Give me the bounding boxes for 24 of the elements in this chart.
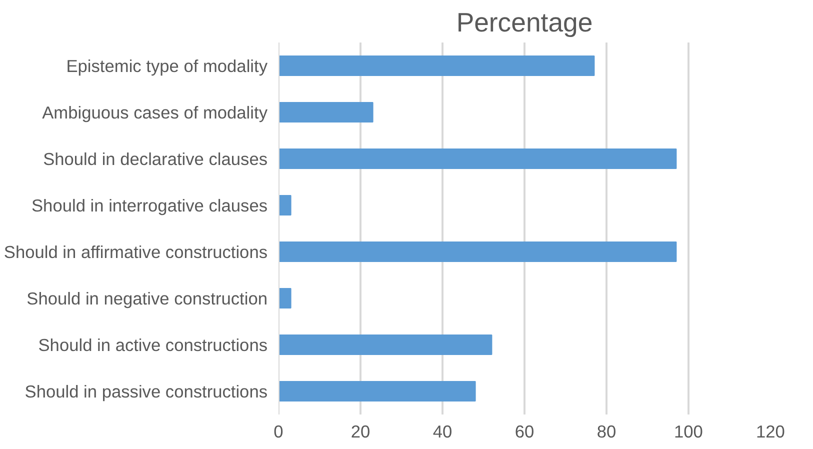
bar: [278, 55, 595, 76]
chart-title: Percentage: [456, 8, 593, 38]
bar: [278, 380, 476, 402]
y-tick-label: Should in passive constructions: [24, 381, 268, 402]
bar: [278, 194, 292, 216]
x-tick-label: 100: [674, 422, 703, 442]
y-tick-label: Should in interrogative clauses: [32, 195, 268, 216]
y-tick-label: Epistemic type of modality: [66, 56, 268, 76]
y-tick-label: Should in declarative clauses: [43, 148, 268, 169]
x-tick-label: 60: [514, 422, 534, 442]
y-tick-label: Should in affirmative constructions: [4, 242, 268, 262]
x-tick-label: 40: [432, 422, 452, 442]
x-tick-label: 0: [274, 422, 284, 442]
bar: [278, 288, 292, 309]
x-tick-label: 20: [350, 422, 370, 442]
x-tick-label: 120: [756, 422, 785, 442]
bar: [278, 148, 677, 170]
y-tick-label: Should in active constructions: [38, 334, 268, 355]
bar: [278, 102, 374, 123]
bar: [278, 241, 677, 262]
bar: [278, 334, 492, 356]
x-tick-label: 80: [596, 422, 616, 442]
y-tick-label: Should in negative construction: [26, 288, 268, 308]
y-tick-label: Ambiguous cases of modality: [42, 102, 268, 122]
